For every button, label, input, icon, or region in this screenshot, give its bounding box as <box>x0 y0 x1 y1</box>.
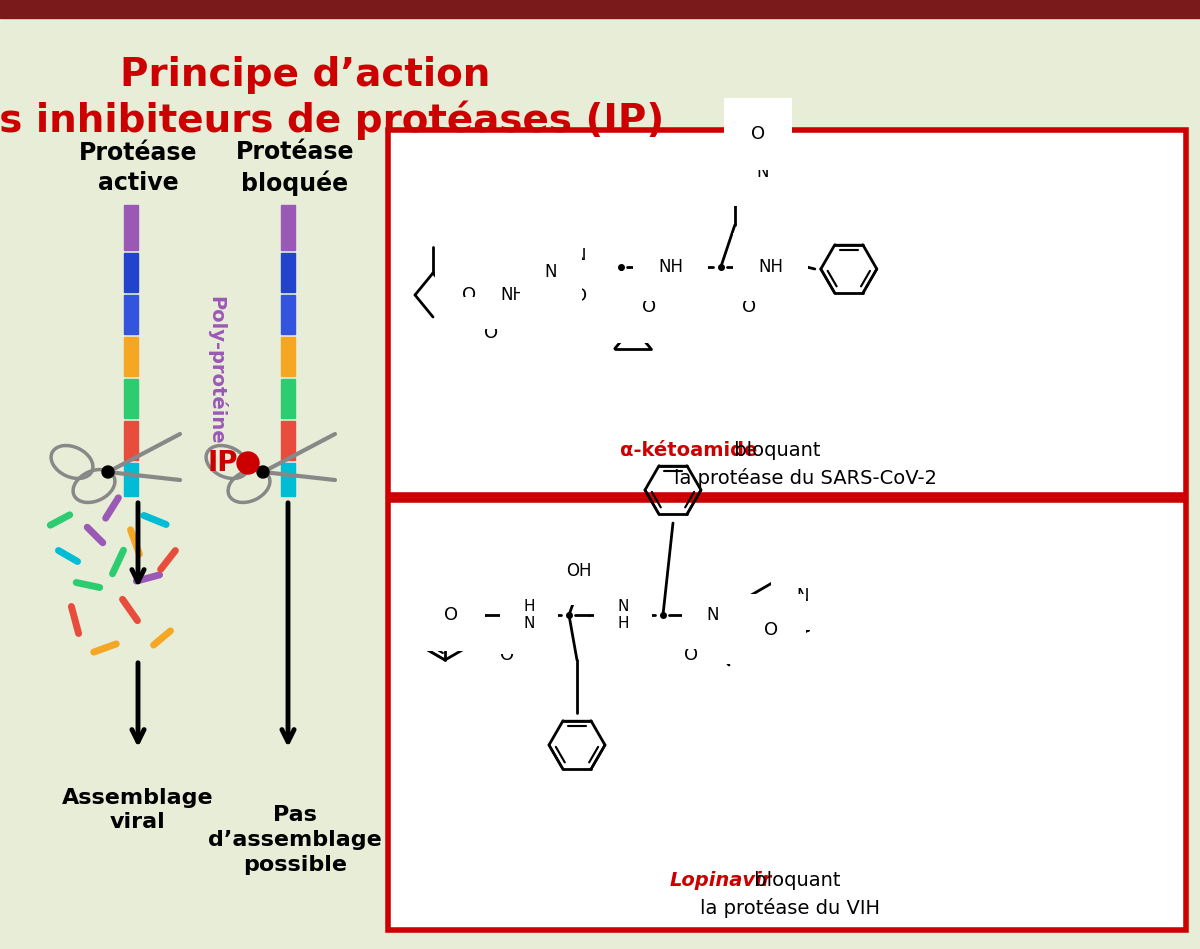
Bar <box>124 337 138 376</box>
Text: H: H <box>754 152 764 166</box>
Text: bloquant: bloquant <box>748 870 840 889</box>
Bar <box>124 205 138 250</box>
Text: O: O <box>444 606 458 624</box>
Text: O: O <box>484 324 498 342</box>
Text: la protéase du SARS-CoV-2: la protéase du SARS-CoV-2 <box>674 468 937 488</box>
Bar <box>124 421 138 460</box>
Bar <box>281 337 295 376</box>
Text: Lopinavir: Lopinavir <box>670 870 773 889</box>
Bar <box>281 463 295 496</box>
Text: Principe d’action: Principe d’action <box>120 56 490 94</box>
Bar <box>281 295 295 334</box>
Text: NH: NH <box>500 286 526 304</box>
Text: O: O <box>500 646 514 664</box>
Text: O: O <box>684 646 698 664</box>
Text: N: N <box>574 247 587 265</box>
Text: la protéase du VIH: la protéase du VIH <box>700 898 880 918</box>
Text: O: O <box>751 125 766 143</box>
Bar <box>124 379 138 418</box>
Text: N
H: N H <box>617 599 629 631</box>
Text: Protéase
bloquée: Protéase bloquée <box>235 140 354 195</box>
Bar <box>0 0 1200 18</box>
Text: O: O <box>742 298 756 316</box>
Circle shape <box>102 466 114 478</box>
Circle shape <box>238 452 259 474</box>
Bar <box>281 421 295 460</box>
Text: α-kétoamide: α-kétoamide <box>620 440 757 459</box>
Text: des inhibiteurs de protéases (IP): des inhibiteurs de protéases (IP) <box>0 101 665 140</box>
Text: N: N <box>796 587 809 605</box>
Text: N: N <box>545 263 557 281</box>
Bar <box>124 253 138 292</box>
Bar <box>281 379 295 418</box>
Bar <box>388 130 1186 495</box>
Text: N: N <box>707 606 719 624</box>
Text: NH: NH <box>659 258 683 276</box>
Text: Assemblage
viral: Assemblage viral <box>62 788 214 832</box>
Text: Protéase
active: Protéase active <box>79 141 197 195</box>
Text: O: O <box>462 286 476 304</box>
Text: O: O <box>764 621 779 639</box>
Text: NH: NH <box>745 621 770 639</box>
Text: Pas
d’assemblage
possible: Pas d’assemblage possible <box>208 805 382 875</box>
Bar <box>124 295 138 334</box>
Circle shape <box>257 466 269 478</box>
Text: OH: OH <box>566 562 592 580</box>
Bar <box>124 463 138 496</box>
Text: NH: NH <box>758 258 784 276</box>
Text: H
N: H N <box>523 599 535 631</box>
Text: O: O <box>572 287 587 305</box>
Text: bloquant: bloquant <box>728 440 821 459</box>
Bar <box>281 205 295 250</box>
Text: N: N <box>757 163 769 181</box>
Bar <box>388 500 1186 930</box>
Text: Poly-protéine: Poly-protéine <box>206 296 226 444</box>
Text: IP: IP <box>208 449 239 477</box>
Bar <box>281 253 295 292</box>
Text: O: O <box>642 298 656 316</box>
